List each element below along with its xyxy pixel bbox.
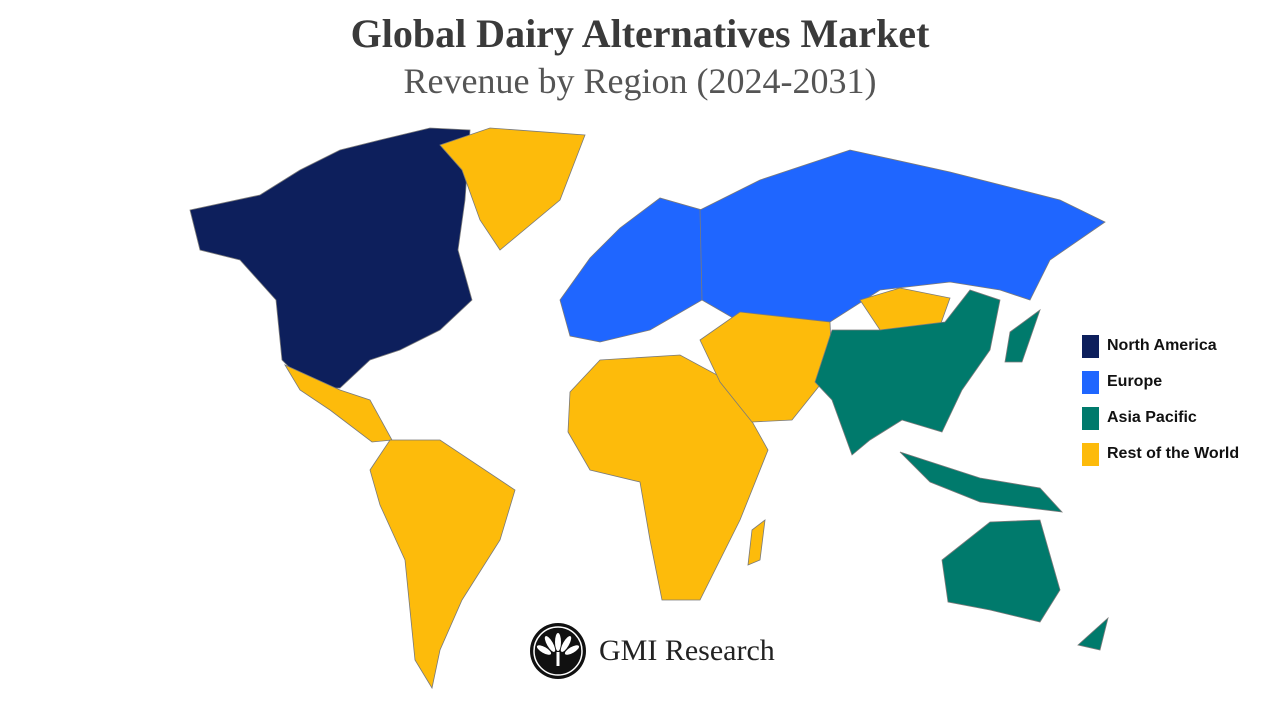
region-europe	[559, 197, 721, 343]
legend-item-rest-of-world: Rest of the World	[1082, 436, 1239, 472]
region-southeast-asia-islands	[899, 451, 1064, 513]
legend: North America Europe Asia Pacific Rest o…	[1082, 328, 1239, 472]
logo-text: GMI Research	[599, 634, 775, 667]
legend-item-north-america: North America	[1082, 328, 1239, 364]
legend-item-asia-pacific: Asia Pacific	[1082, 400, 1239, 436]
legend-item-europe: Europe	[1082, 364, 1239, 400]
map-title: Global Dairy Alternatives Market	[350, 11, 930, 56]
region-greenland	[439, 127, 586, 251]
map-subtitle: Revenue by Region (2024-2031)	[403, 61, 877, 101]
palm-leaf-circle-icon	[530, 623, 586, 679]
legend-swatch	[1082, 442, 1099, 466]
legend-swatch	[1082, 334, 1099, 358]
region-asia-mainland	[814, 289, 1001, 456]
region-middle-east	[699, 311, 833, 423]
gmi-logo: GMI Research	[529, 622, 775, 680]
region-africa	[567, 354, 769, 601]
region-mongolia	[859, 287, 951, 331]
legend-swatch	[1082, 406, 1099, 430]
region-madagascar	[747, 519, 766, 566]
region-japan	[1004, 308, 1041, 363]
region-north-america	[189, 127, 473, 389]
region-south-america	[369, 439, 516, 690]
region-central-america	[283, 364, 393, 443]
legend-label: Asia Pacific	[1107, 409, 1197, 426]
legend-label: Europe	[1107, 373, 1163, 390]
region-new-zealand	[1077, 616, 1109, 651]
region-australia	[941, 519, 1061, 623]
legend-label: Rest of the World	[1107, 445, 1240, 462]
legend-label: North America	[1107, 337, 1217, 354]
legend-swatch	[1082, 370, 1099, 394]
